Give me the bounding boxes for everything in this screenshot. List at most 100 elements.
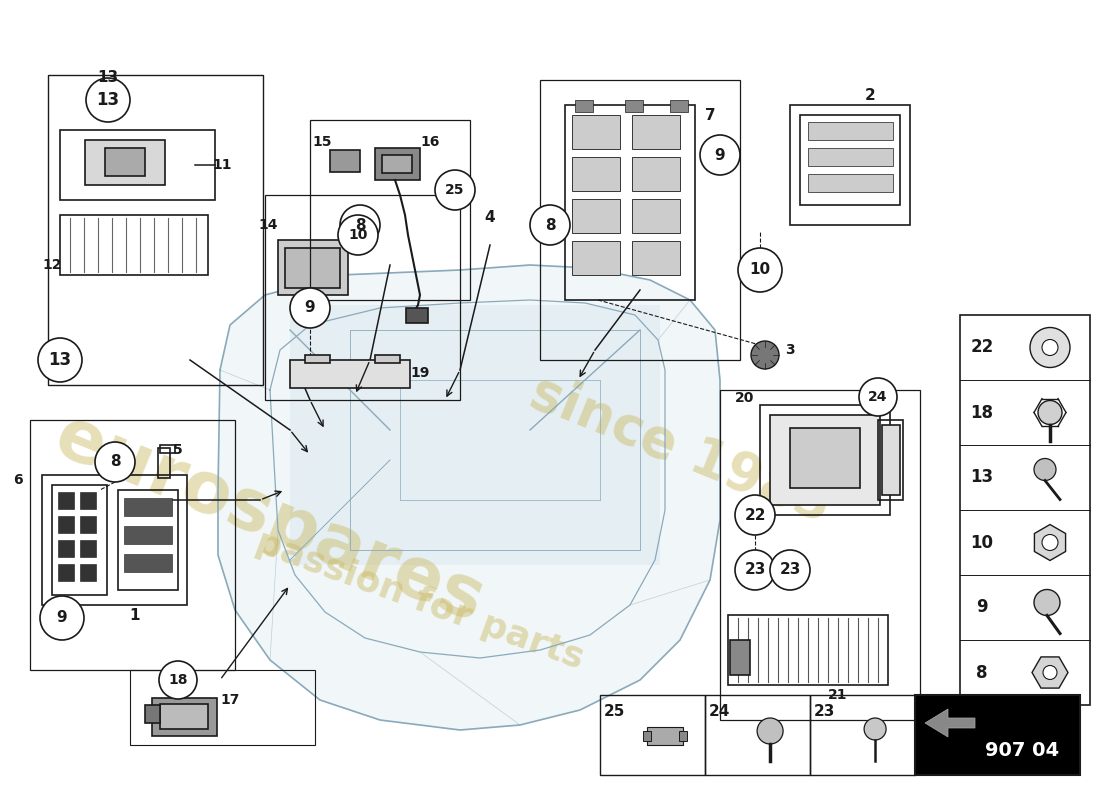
Circle shape: [1038, 401, 1061, 425]
Bar: [285, 248, 340, 288]
Circle shape: [39, 338, 82, 382]
Circle shape: [40, 596, 84, 640]
Bar: [565, 105, 695, 300]
Bar: [670, 100, 688, 112]
Text: 2: 2: [865, 87, 876, 102]
Text: 22: 22: [745, 507, 766, 522]
Text: 23: 23: [779, 562, 801, 578]
Text: 5: 5: [173, 443, 183, 457]
Text: 20: 20: [735, 391, 755, 405]
Bar: [158, 448, 170, 478]
Bar: [572, 199, 620, 233]
Circle shape: [751, 341, 779, 369]
Bar: [625, 100, 644, 112]
Text: 24: 24: [868, 390, 888, 404]
Text: 13: 13: [48, 351, 72, 369]
Text: 25: 25: [603, 703, 625, 718]
Bar: [124, 526, 172, 544]
Text: since 1985: since 1985: [522, 366, 838, 534]
Bar: [160, 704, 208, 729]
Bar: [790, 105, 910, 225]
Circle shape: [434, 170, 475, 210]
Bar: [58, 564, 74, 581]
Bar: [632, 199, 680, 233]
Text: 17: 17: [220, 693, 240, 707]
Text: 9: 9: [305, 301, 316, 315]
Bar: [265, 195, 460, 400]
Bar: [80, 564, 96, 581]
Bar: [644, 731, 651, 741]
Bar: [679, 731, 688, 741]
Text: 10: 10: [349, 228, 367, 242]
Bar: [52, 485, 107, 595]
Circle shape: [735, 550, 776, 590]
Text: 13: 13: [98, 70, 119, 86]
Text: 13: 13: [97, 91, 120, 109]
Bar: [130, 670, 315, 745]
Circle shape: [735, 495, 776, 535]
Text: 21: 21: [828, 688, 848, 702]
Bar: [80, 516, 96, 533]
Text: 19: 19: [410, 366, 430, 380]
Bar: [575, 100, 593, 112]
Circle shape: [1034, 590, 1060, 615]
Polygon shape: [925, 709, 975, 737]
Circle shape: [86, 78, 130, 122]
Bar: [705, 695, 810, 775]
Circle shape: [1042, 534, 1058, 550]
Bar: [60, 215, 208, 275]
Bar: [60, 130, 215, 200]
Bar: [58, 540, 74, 557]
Bar: [118, 490, 178, 590]
Bar: [960, 315, 1090, 705]
Text: 8: 8: [110, 454, 120, 470]
Text: 8: 8: [354, 218, 365, 233]
Bar: [42, 475, 187, 605]
Bar: [58, 516, 74, 533]
Text: 9: 9: [715, 147, 725, 162]
Bar: [290, 360, 410, 388]
Bar: [790, 428, 860, 488]
Bar: [104, 148, 145, 176]
Bar: [632, 157, 680, 191]
Bar: [760, 405, 890, 515]
Bar: [800, 115, 900, 205]
Bar: [152, 698, 217, 736]
Circle shape: [338, 215, 378, 255]
Text: 9: 9: [976, 598, 988, 617]
Text: 18: 18: [168, 673, 188, 687]
Bar: [160, 445, 175, 453]
Text: 907 04: 907 04: [984, 741, 1059, 759]
Text: 4: 4: [485, 210, 495, 226]
Bar: [572, 241, 620, 275]
Bar: [730, 640, 750, 675]
Circle shape: [95, 442, 135, 482]
Bar: [720, 390, 920, 720]
Text: 15: 15: [312, 135, 332, 149]
Text: 10: 10: [970, 534, 993, 551]
Text: 24: 24: [708, 703, 729, 718]
Bar: [310, 120, 470, 300]
Circle shape: [770, 550, 810, 590]
Text: passion for parts: passion for parts: [251, 525, 588, 675]
Bar: [600, 695, 705, 775]
Text: 22: 22: [970, 338, 993, 357]
Circle shape: [340, 205, 379, 245]
Circle shape: [865, 718, 887, 740]
Bar: [48, 75, 263, 385]
Circle shape: [738, 248, 782, 292]
Text: eurospares: eurospares: [45, 402, 495, 638]
Circle shape: [530, 205, 570, 245]
Bar: [632, 241, 680, 275]
Circle shape: [1042, 339, 1058, 355]
Text: 8: 8: [977, 663, 988, 682]
Bar: [124, 498, 172, 516]
Circle shape: [1043, 666, 1057, 679]
Bar: [647, 727, 683, 745]
Text: 11: 11: [212, 158, 232, 172]
Bar: [85, 140, 165, 185]
Bar: [808, 174, 893, 192]
Text: 1: 1: [130, 607, 141, 622]
Bar: [124, 554, 172, 572]
Circle shape: [757, 718, 783, 744]
